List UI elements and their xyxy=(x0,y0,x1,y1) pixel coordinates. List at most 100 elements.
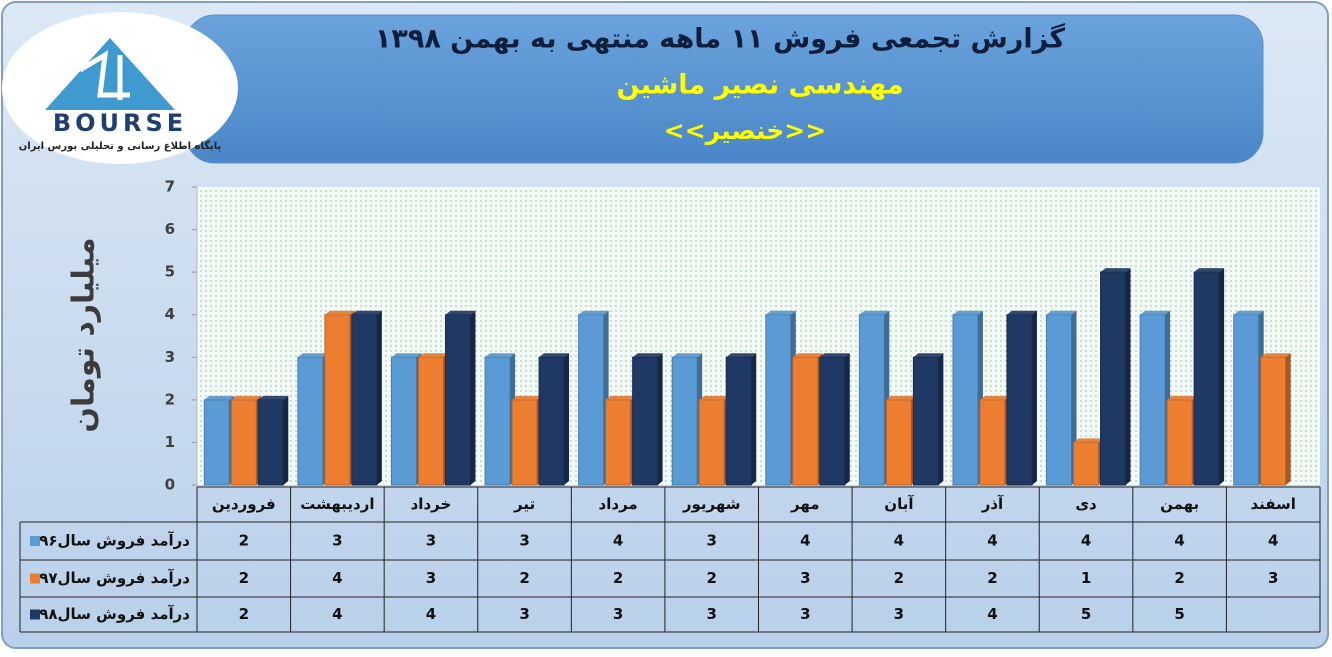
bar-side xyxy=(1125,268,1131,485)
bar xyxy=(605,399,632,486)
legend-label: درآمد فروش سال۹۷ xyxy=(39,569,190,587)
bar xyxy=(1260,356,1287,486)
bar-top xyxy=(418,353,449,358)
x-tick-label: آذر xyxy=(981,495,1004,513)
y-tick-label: 4 xyxy=(165,305,175,323)
table-cell: 3 xyxy=(894,605,904,623)
bar-top xyxy=(979,395,1010,400)
logo-text: BOURSE xyxy=(53,109,187,137)
table-cell: 3 xyxy=(613,605,623,623)
x-tick-label: شهریور xyxy=(682,495,741,513)
bar-top xyxy=(578,310,609,315)
x-tick-label: اسفند xyxy=(1250,495,1295,513)
bar xyxy=(1193,271,1220,486)
x-tick-label: بهمن xyxy=(1160,495,1199,513)
table-cell: 2 xyxy=(894,569,904,587)
y-tick-label: 3 xyxy=(165,348,175,366)
bar-top xyxy=(1100,268,1131,273)
table-cell: 2 xyxy=(987,569,997,587)
bar-side xyxy=(844,353,850,485)
table-cell: 3 xyxy=(800,605,810,623)
bar xyxy=(538,356,565,486)
bar-top xyxy=(913,353,944,358)
x-tick-label: آبان xyxy=(884,495,914,513)
bar xyxy=(858,314,885,486)
bar xyxy=(230,399,257,486)
data-table: فروردین 2 2 2 اردیبهشت 3 4 4 خرداد 3 3 4 تیر 3 2 3 مرداد… xyxy=(19,486,1321,633)
table-cell: 3 xyxy=(706,605,716,623)
bar-top xyxy=(699,395,730,400)
bar-top xyxy=(1073,438,1104,443)
bar-side xyxy=(283,395,289,485)
bar-top xyxy=(1233,310,1264,315)
bar xyxy=(1100,271,1127,486)
y-tick-label: 1 xyxy=(165,433,175,451)
table-cell: 2 xyxy=(1174,569,1184,587)
bar-top xyxy=(324,310,355,315)
table-cell: 2 xyxy=(519,569,529,587)
table-cell: 4 xyxy=(1268,532,1278,550)
bar-top xyxy=(1140,310,1171,315)
legend-swatch xyxy=(30,609,40,620)
table-cell: 4 xyxy=(1081,532,1091,550)
bar-top xyxy=(632,353,663,358)
table-cell: 3 xyxy=(519,532,529,550)
bar-side xyxy=(938,353,944,485)
y-tick-label: 2 xyxy=(165,390,175,408)
bar-side xyxy=(1219,268,1225,485)
bar-top xyxy=(485,353,516,358)
bar xyxy=(257,399,284,486)
bar xyxy=(390,356,417,486)
bar xyxy=(792,356,819,486)
y-axis-label: میلیارد تومان xyxy=(67,237,102,432)
legend-swatch xyxy=(30,573,40,584)
y-tick-label: 6 xyxy=(165,220,175,238)
table-cell: 2 xyxy=(613,569,623,587)
bar xyxy=(725,356,752,486)
bar-top xyxy=(445,310,476,315)
table-cell: 3 xyxy=(519,605,529,623)
x-tick-label: دی xyxy=(1075,495,1097,513)
table-cell: 2 xyxy=(239,569,249,587)
chart-annotation: <<خنصیر>> xyxy=(664,116,826,146)
bar xyxy=(484,356,511,486)
bar-top xyxy=(859,310,890,315)
bar-top xyxy=(391,353,422,358)
bar-side xyxy=(376,310,382,485)
bar xyxy=(324,314,351,486)
bar-side xyxy=(1031,310,1037,485)
bar-side xyxy=(657,353,663,485)
plot-area xyxy=(197,187,1320,485)
x-tick-label: فروردین xyxy=(212,495,276,513)
bar xyxy=(952,314,979,486)
bar xyxy=(351,314,378,486)
bar-top xyxy=(672,353,703,358)
x-tick-label: اردیبهشت xyxy=(300,495,374,513)
bar xyxy=(671,356,698,486)
bar-top xyxy=(726,353,757,358)
table-cell: 4 xyxy=(332,569,342,587)
table-cell: 4 xyxy=(332,605,342,623)
bar xyxy=(1139,314,1166,486)
bar-top xyxy=(1046,310,1077,315)
bar xyxy=(1006,314,1033,486)
x-tick-label: خرداد xyxy=(411,495,452,513)
bar-side xyxy=(751,353,757,485)
table-cell: 4 xyxy=(1174,532,1184,550)
bar-top xyxy=(1006,310,1037,315)
table-cell: 3 xyxy=(1268,569,1278,587)
bar-top xyxy=(539,353,570,358)
y-tick-label: 7 xyxy=(165,178,175,196)
bar xyxy=(885,399,912,486)
logo-icon-lines xyxy=(78,50,130,100)
bar xyxy=(444,314,471,486)
table-cell: 5 xyxy=(1174,605,1184,623)
bar-side xyxy=(1285,353,1291,485)
bar xyxy=(765,314,792,486)
table-cell: 4 xyxy=(800,532,810,550)
table-cell: 3 xyxy=(800,569,810,587)
bar-top xyxy=(231,395,262,400)
table-cell: 4 xyxy=(987,605,997,623)
bar-top xyxy=(512,395,543,400)
bar xyxy=(578,314,605,486)
